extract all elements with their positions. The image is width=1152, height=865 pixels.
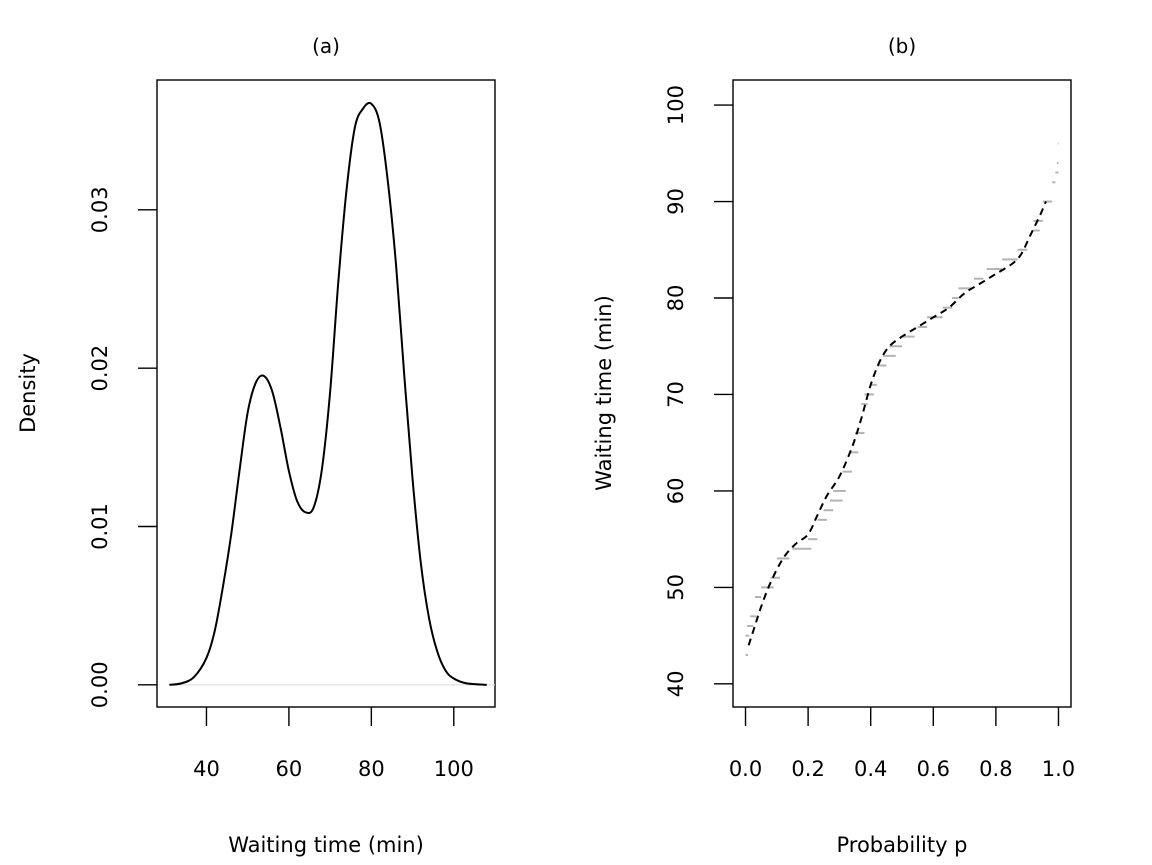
x-tick-label: 0.6 xyxy=(917,757,950,781)
panel-b-ylabel: Waiting time (min) xyxy=(592,295,616,491)
panel-b-plot-box xyxy=(732,79,1072,708)
panel-a-x-axis: 40 60 80 100 xyxy=(193,707,474,781)
x-tick-label: 0.4 xyxy=(854,757,887,781)
y-tick-label: 80 xyxy=(664,285,688,312)
panel-b-y-axis: 40 50 60 70 80 90 100 xyxy=(664,85,733,697)
x-tick-label: 80 xyxy=(358,757,385,781)
panel-b-xlabel: Probability p xyxy=(836,833,967,857)
panel-a-marks xyxy=(169,101,495,686)
y-tick-label: 0.01 xyxy=(88,503,112,550)
y-tick-label: 40 xyxy=(664,670,688,697)
x-tick-label: 40 xyxy=(193,757,220,781)
y-tick-label: 90 xyxy=(664,188,688,215)
panel-a-plot-box xyxy=(156,79,496,708)
y-tick-label: 70 xyxy=(664,381,688,408)
panel-a-xlabel: Waiting time (min) xyxy=(228,833,424,857)
panel-a-ylabel: Density xyxy=(16,353,40,433)
y-tick-label: 0.00 xyxy=(88,661,112,708)
x-tick-label: 0.8 xyxy=(979,757,1012,781)
density-curve xyxy=(169,101,487,686)
panel-b-x-axis: 0.0 0.2 0.4 0.6 0.8 1.0 xyxy=(729,707,1075,781)
y-tick-label: 100 xyxy=(664,85,688,125)
y-tick-label: 60 xyxy=(664,478,688,505)
quantile-curve xyxy=(747,201,1047,646)
panel-a-y-axis: 0.00 0.01 0.02 0.03 xyxy=(88,186,157,708)
panel-a: (a) Waiting time (min) Density 40 60 80 100… xyxy=(16,34,496,857)
x-tick-label: 60 xyxy=(276,757,303,781)
x-tick-label: 0.2 xyxy=(791,757,824,781)
x-tick-label: 0.0 xyxy=(729,757,762,781)
x-tick-label: 100 xyxy=(434,757,474,781)
x-tick-label: 1.0 xyxy=(1042,757,1075,781)
panel-b: (b) Probability p Waiting time (min) 0.0… xyxy=(592,34,1075,857)
panel-a-title: (a) xyxy=(312,34,340,58)
y-tick-label: 0.02 xyxy=(88,345,112,392)
panel-b-marks xyxy=(745,142,1059,656)
panel-b-title: (b) xyxy=(888,34,916,58)
y-tick-label: 0.03 xyxy=(88,186,112,233)
y-tick-label: 50 xyxy=(664,574,688,601)
